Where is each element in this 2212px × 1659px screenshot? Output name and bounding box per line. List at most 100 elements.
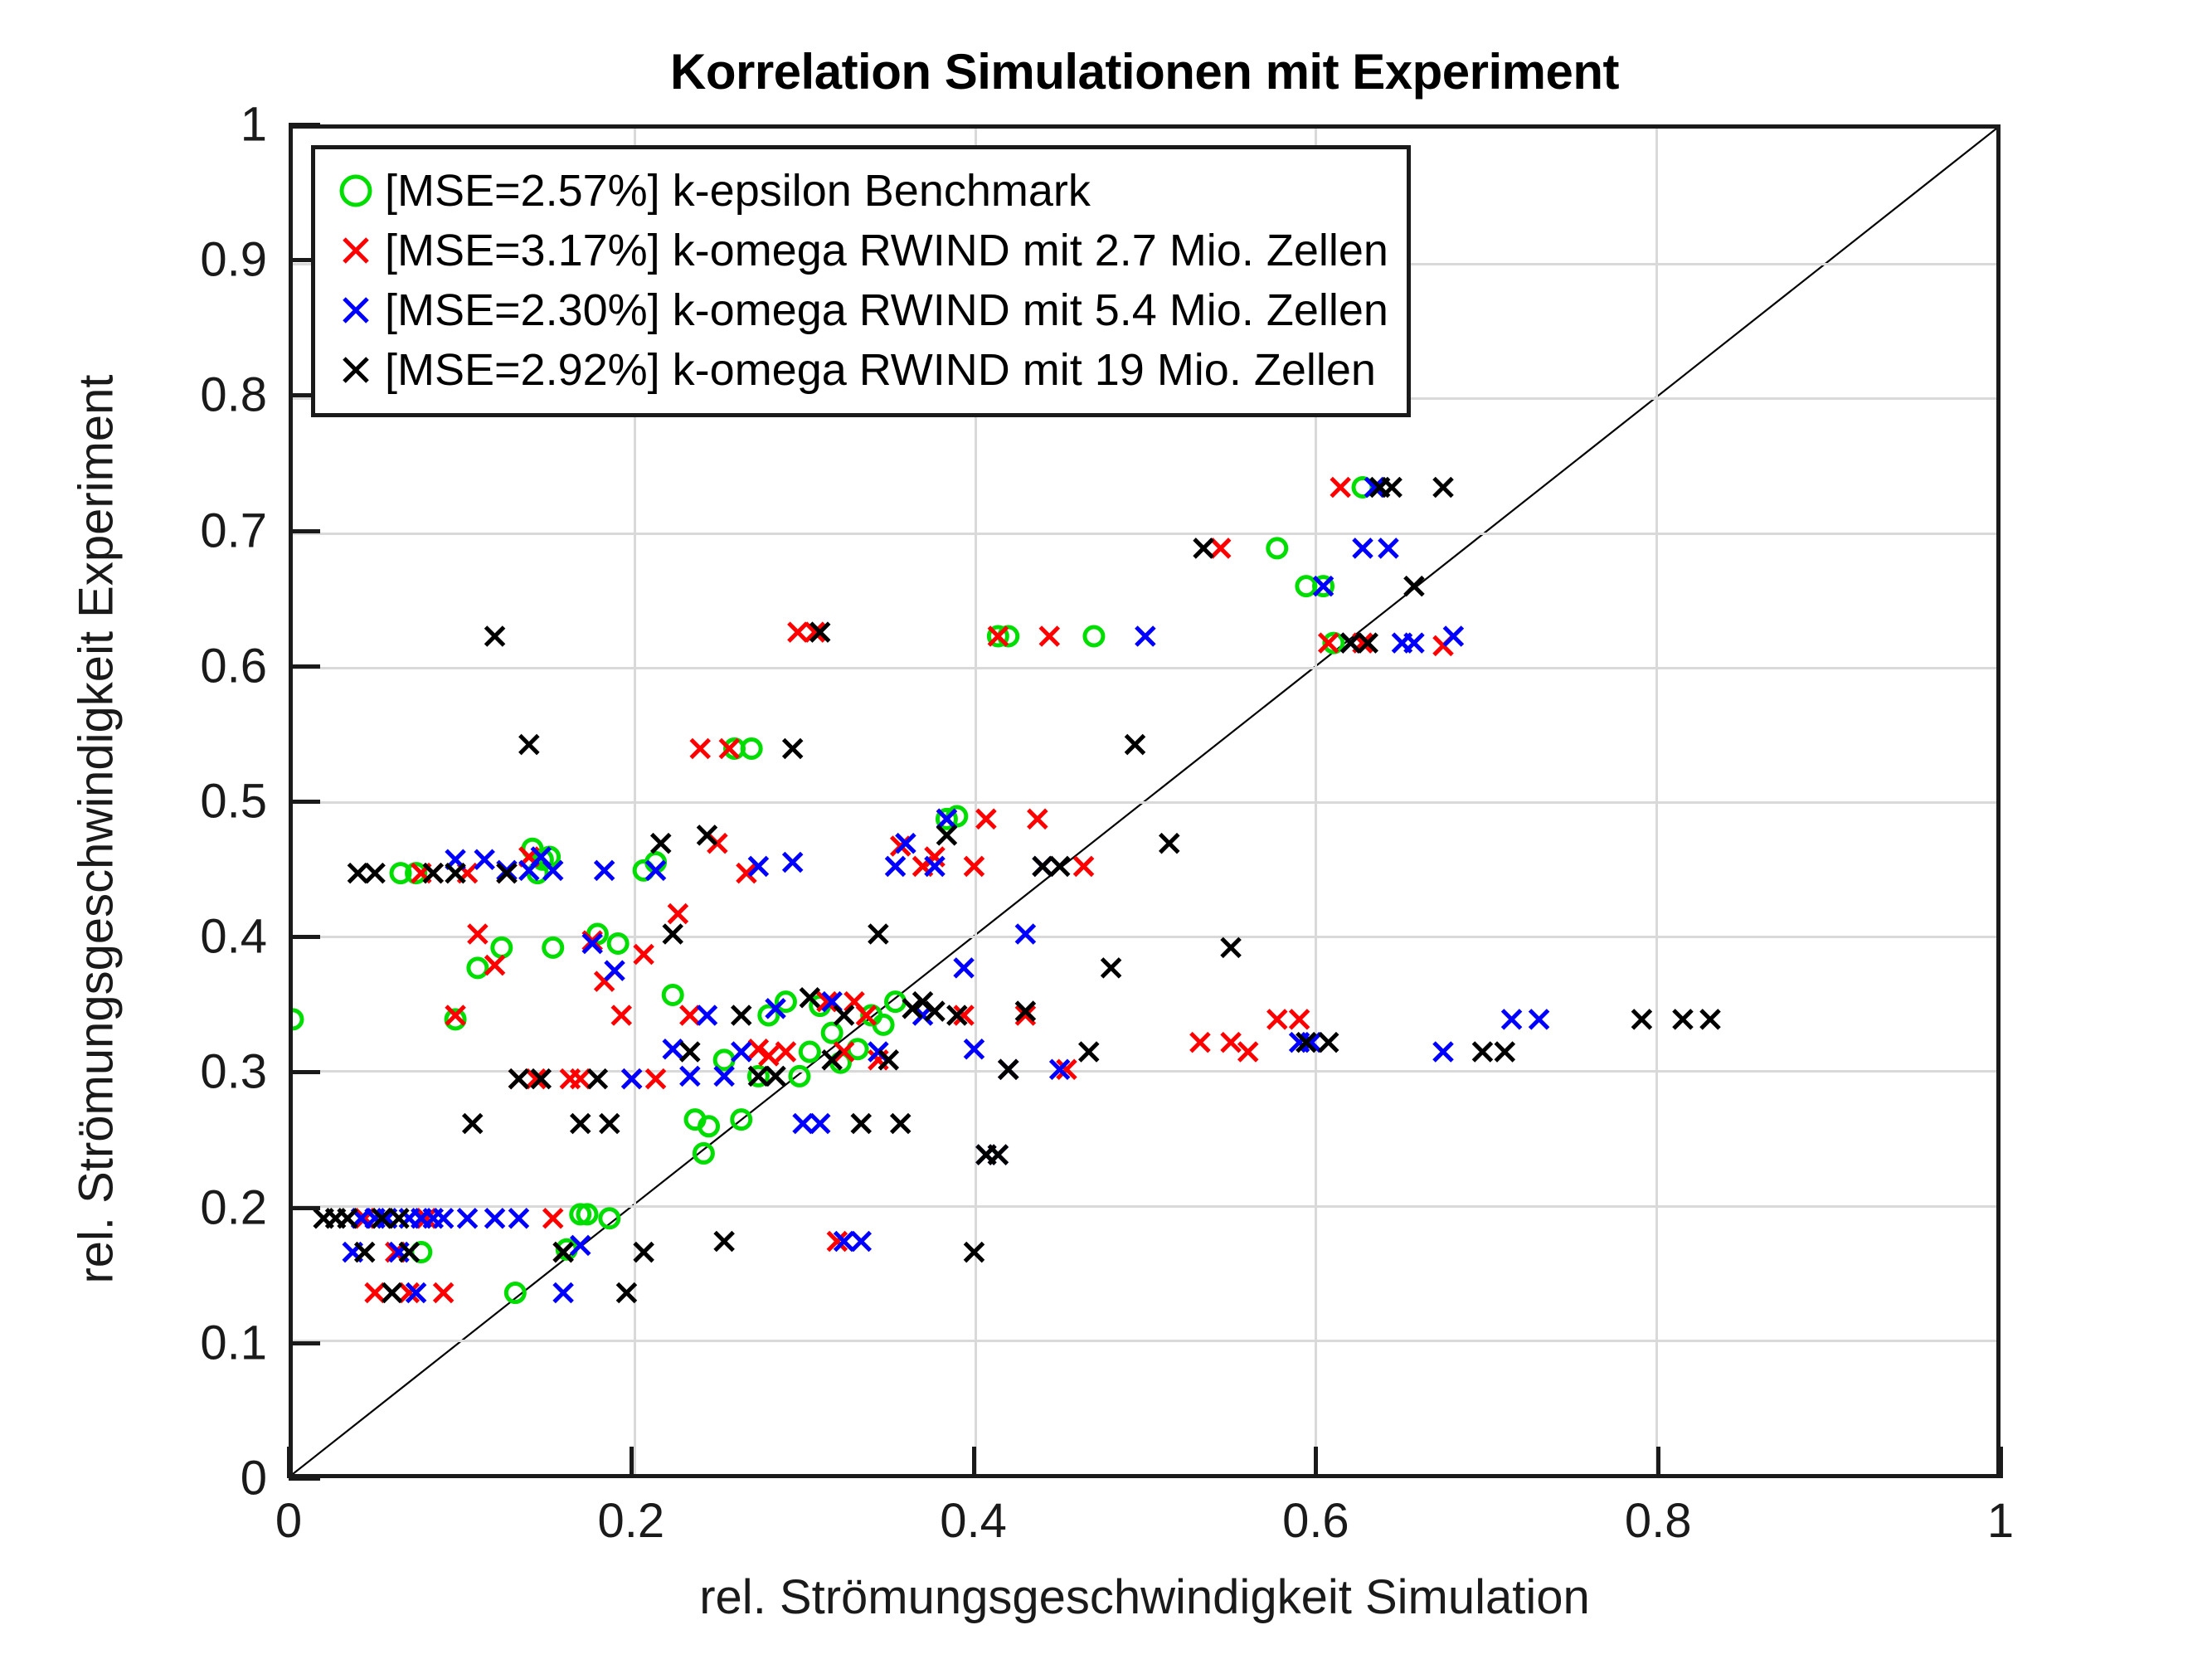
data-point-cross (809, 621, 831, 643)
data-point-circle (444, 1008, 467, 1031)
data-point-circle (293, 1008, 304, 1031)
x-axis-label: rel. Strömungsgeschwindigkeit Simulation (699, 1570, 1590, 1624)
data-point-cross (347, 862, 369, 884)
y-axis-tick (289, 528, 320, 533)
data-point-cross (855, 1005, 878, 1026)
data-point-cross (1317, 632, 1339, 654)
data-point-cross (799, 986, 821, 1009)
gridline-vertical (1315, 129, 1318, 1474)
data-point-cross (525, 1068, 547, 1090)
data-point-cross (552, 1282, 574, 1304)
data-point-circle (606, 932, 630, 955)
gridline-horizontal (293, 801, 1996, 804)
data-point-cross (542, 859, 564, 882)
gridline-horizontal (293, 1339, 1996, 1342)
data-point-cross (758, 1045, 780, 1067)
series-0 (293, 475, 1374, 1305)
data-point-cross (1357, 632, 1378, 654)
data-point-cross (620, 1068, 643, 1090)
gridline-horizontal (293, 532, 1996, 535)
legend-label-0: [MSE=2.57%] k-epsilon Benchmark (385, 166, 1091, 216)
x-axis-tick (1656, 1447, 1661, 1478)
data-point-cross (826, 1230, 848, 1253)
page-title: Korrelation Simulationen mit Experiment (669, 44, 1620, 100)
x-tick-label: 0 (275, 1494, 303, 1548)
data-point-cross (644, 859, 667, 882)
data-point-circle (1266, 537, 1289, 560)
data-point-cross (432, 1282, 455, 1304)
data-point-cross (1209, 538, 1232, 559)
data-point-cross (1288, 1009, 1310, 1030)
data-point-circle (569, 1203, 592, 1226)
data-point-cross (615, 1282, 638, 1304)
data-point-cross (1403, 575, 1425, 597)
legend: [MSE=2.57%] k-epsilon Benchmark [MSE=3.17… (311, 145, 1411, 417)
x-tick-label: 0.8 (1624, 1494, 1692, 1548)
legend-item-0[interactable]: [MSE=2.57%] k-epsilon Benchmark (327, 161, 1388, 221)
gridline-vertical (633, 129, 636, 1474)
y-axis-tick (289, 1477, 320, 1481)
data-point-cross (1442, 625, 1465, 647)
data-point-cross (1100, 957, 1122, 979)
data-point-circle (692, 1141, 715, 1165)
data-point-circle (986, 625, 1009, 648)
data-point-circle (490, 936, 513, 959)
data-point-cross (445, 1005, 466, 1026)
data-point-cross (781, 851, 804, 873)
data-point-cross (1631, 1009, 1653, 1030)
legend-item-1[interactable]: [MSE=3.17%] k-omega RWIND mit 2.7 Mio. Z… (327, 221, 1388, 280)
data-point-cross (569, 1112, 591, 1135)
data-point-cross (364, 862, 386, 884)
data-point-circle (576, 1203, 599, 1226)
data-point-cross (581, 932, 603, 955)
data-point-cross (850, 1112, 873, 1135)
data-point-cross (337, 1207, 358, 1229)
data-point-cross (1266, 1009, 1288, 1030)
legend-item-2[interactable]: [MSE=2.30%] k-omega RWIND mit 5.4 Mio. Z… (327, 280, 1388, 340)
data-point-cross (1027, 808, 1048, 830)
data-point-circle (730, 1108, 753, 1131)
legend-item-3[interactable]: [MSE=2.92%] k-omega RWIND mit 19 Mio. Ze… (327, 340, 1388, 400)
data-point-cross (736, 862, 757, 884)
data-point-cross (1494, 1041, 1516, 1063)
data-point-circle (405, 862, 428, 885)
y-axis-tick (289, 1070, 320, 1075)
y-axis-tick (289, 123, 320, 127)
data-point-circle (1322, 631, 1345, 654)
data-point-cross (775, 1041, 797, 1063)
y-tick-label: 0.9 (200, 232, 267, 287)
data-point-cross (1077, 1041, 1100, 1063)
data-point-cross (1220, 937, 1242, 959)
data-point-cross (1339, 632, 1362, 654)
data-point-cross (936, 808, 958, 830)
gridline-horizontal (293, 1204, 1996, 1208)
series-1 (353, 476, 1454, 1304)
data-point-cross (1672, 1009, 1694, 1030)
data-point-cross (809, 1112, 831, 1135)
data-point-cross (679, 1065, 701, 1087)
data-point-cross (953, 1005, 975, 1026)
data-point-cross (530, 1068, 552, 1090)
data-point-circle (503, 1282, 527, 1305)
data-point-cross (1048, 855, 1071, 878)
data-point-cross (833, 1230, 855, 1253)
legend-cross-icon (327, 340, 385, 400)
data-point-cross (484, 625, 506, 647)
data-point-cross (696, 825, 718, 846)
y-axis-tick (289, 935, 320, 940)
data-point-cross (364, 1282, 386, 1304)
data-point-cross (924, 855, 946, 878)
x-axis-tick (1314, 1447, 1319, 1478)
data-point-cross (731, 1041, 752, 1063)
y-axis-tick (289, 800, 320, 804)
data-point-circle (798, 1040, 821, 1063)
data-point-cross (936, 825, 958, 846)
x-axis-tick (1999, 1447, 2003, 1478)
data-point-cross (484, 1207, 506, 1229)
data-point-cross (679, 1005, 701, 1026)
data-point-cross (787, 621, 809, 643)
gridline-horizontal (293, 666, 1996, 669)
data-point-cross (1193, 538, 1214, 559)
legend-label-3: [MSE=2.92%] k-omega RWIND mit 19 Mio. Ze… (385, 345, 1376, 395)
